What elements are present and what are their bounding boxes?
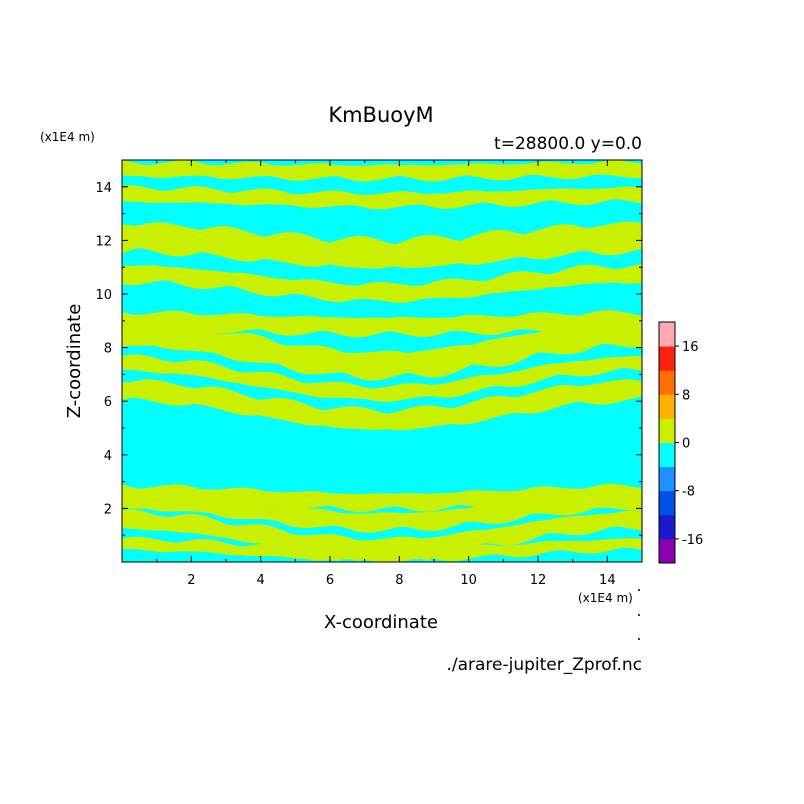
colorbar-tick-label: -16 (682, 533, 703, 548)
x-tick-label: 14 (599, 573, 616, 588)
y-tick-label: 14 (95, 181, 112, 196)
chart-title: KmBuoyM (328, 103, 433, 127)
colorbar-tick-label: 8 (682, 388, 690, 403)
colorbar-segment (659, 442, 675, 468)
contour-band (122, 536, 642, 563)
source-file-label: ./arare-jupiter_Zprof.nc (446, 655, 642, 675)
contour-band (122, 160, 642, 182)
dot-marks (638, 589, 640, 640)
colorbar-tick-label: 16 (682, 340, 699, 355)
contour-arch (354, 549, 410, 562)
colorbar-segment (659, 370, 675, 395)
contour-arches (333, 542, 431, 562)
dot-mark (638, 589, 640, 591)
y-tick-label: 4 (104, 449, 112, 464)
y-axis: 2 4 6 8 10 12 14 (95, 181, 642, 536)
contour-band (122, 221, 642, 269)
x-tick-label: 2 (187, 573, 195, 588)
y-tick-label: 6 (104, 395, 112, 410)
x-axis-label: X-coordinate (324, 612, 438, 633)
contour-band (122, 379, 642, 431)
x-tick-label: 12 (530, 573, 547, 588)
colorbar-segment (659, 418, 675, 443)
chart-subtitle: t=28800.0 y=0.0 (494, 134, 642, 154)
y-axis-unit: (x1E4 m) (40, 130, 95, 144)
colorbar-tick-label: 0 (682, 437, 690, 452)
y-tick-label: 8 (104, 342, 112, 357)
contour-band (122, 263, 642, 303)
dot-mark (638, 638, 640, 640)
contour-bands (122, 160, 642, 563)
plot-frame (121, 159, 643, 563)
contour-band (122, 483, 642, 513)
colorbar: 16 8 0 -8 -16 (658, 321, 703, 564)
colorbar-segment (659, 346, 675, 371)
colorbar-segment (659, 322, 675, 347)
x-tick-label: 8 (395, 573, 403, 588)
plot-area (121, 159, 643, 563)
colorbar-tick-label: -8 (682, 485, 695, 500)
x-axis: 2 4 6 8 10 12 14 (156, 160, 616, 588)
contour-arch (333, 542, 431, 562)
contour-band (122, 310, 642, 338)
contour-band (122, 354, 642, 402)
colorbar-segment (659, 490, 675, 516)
colorbar-segment (659, 514, 675, 540)
y-tick-label: 12 (95, 234, 112, 249)
y-tick-label: 10 (95, 288, 112, 303)
x-tick-label: 6 (326, 573, 334, 588)
y-tick-label: 2 (104, 502, 112, 517)
x-tick-label: 10 (460, 573, 477, 588)
colorbar-segment (659, 538, 675, 564)
colorbar-segment (659, 466, 675, 492)
contour-band (122, 185, 642, 210)
x-tick-label: 4 (257, 573, 265, 588)
x-axis-unit: (x1E4 m) (578, 591, 633, 605)
dot-mark (638, 614, 640, 616)
y-axis-label: Z-coordinate (64, 304, 85, 419)
colorbar-segment (659, 394, 675, 419)
